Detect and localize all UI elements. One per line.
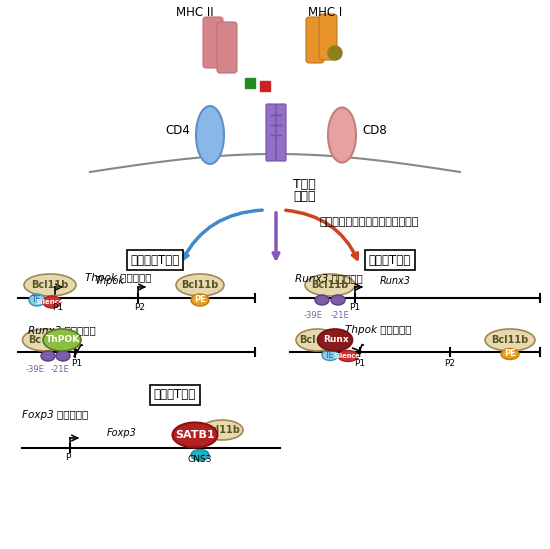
Text: Foxp3: Foxp3	[107, 428, 137, 438]
Text: Bc: Bc	[29, 335, 42, 345]
Ellipse shape	[315, 295, 329, 305]
Ellipse shape	[317, 329, 353, 351]
Ellipse shape	[23, 329, 68, 351]
Text: Silencer: Silencer	[333, 353, 363, 359]
Text: P1: P1	[52, 304, 64, 312]
Ellipse shape	[305, 274, 355, 296]
Text: ポジティブセレクションシグナル: ポジティブセレクションシグナル	[320, 217, 419, 227]
Text: -39E: -39E	[25, 366, 45, 374]
Ellipse shape	[328, 108, 356, 163]
Ellipse shape	[24, 274, 76, 296]
Text: Thpok: Thpok	[95, 276, 125, 286]
Text: CD8: CD8	[362, 124, 387, 137]
Text: Bcl11b: Bcl11b	[182, 280, 219, 290]
Ellipse shape	[338, 350, 358, 361]
Text: TE: TE	[325, 350, 335, 360]
Text: P2: P2	[135, 304, 146, 312]
Ellipse shape	[191, 450, 209, 461]
Text: cl11b: cl11b	[211, 425, 241, 435]
Text: Bcl: Bcl	[299, 335, 315, 345]
Text: P1: P1	[72, 358, 82, 367]
Text: 制御性T細胞: 制御性T細胞	[154, 389, 196, 401]
Text: -21E: -21E	[51, 366, 69, 374]
Ellipse shape	[29, 294, 45, 306]
Ellipse shape	[485, 329, 535, 351]
Text: Foxp3 遺伝子領域: Foxp3 遺伝子領域	[22, 410, 88, 420]
Text: Thpok 遺伝子領域: Thpok 遺伝子領域	[85, 273, 151, 283]
Text: キラーT細胞: キラーT細胞	[369, 254, 411, 266]
FancyBboxPatch shape	[217, 22, 237, 73]
Text: ThPOK: ThPOK	[46, 335, 80, 345]
Text: Bcl11b: Bcl11b	[31, 280, 69, 290]
Text: Runx: Runx	[323, 335, 349, 345]
Ellipse shape	[196, 106, 224, 164]
Text: P1: P1	[349, 304, 361, 312]
Text: SATB1: SATB1	[175, 430, 215, 440]
Text: PE: PE	[194, 295, 206, 305]
Text: MHC II: MHC II	[176, 5, 214, 19]
Ellipse shape	[43, 296, 61, 308]
Text: ヘルパーT細胞: ヘルパーT細胞	[130, 254, 180, 266]
Ellipse shape	[41, 351, 55, 361]
Ellipse shape	[331, 295, 345, 305]
Ellipse shape	[176, 274, 224, 296]
Text: TE: TE	[32, 295, 42, 305]
Text: -39E: -39E	[304, 311, 322, 320]
Text: Bcl11b: Bcl11b	[491, 335, 529, 345]
FancyBboxPatch shape	[203, 17, 223, 68]
Text: Silencer: Silencer	[36, 299, 68, 305]
Text: P: P	[65, 453, 71, 462]
Text: Thpok 遺伝子領域: Thpok 遺伝子領域	[345, 325, 411, 335]
FancyBboxPatch shape	[306, 17, 324, 63]
Text: CNS3: CNS3	[188, 456, 212, 464]
Text: P2: P2	[444, 358, 455, 367]
Ellipse shape	[201, 420, 243, 440]
Ellipse shape	[173, 423, 217, 447]
Text: P1: P1	[354, 358, 366, 367]
Circle shape	[328, 46, 342, 60]
Ellipse shape	[43, 329, 81, 351]
Text: 受容体: 受容体	[293, 191, 316, 204]
Ellipse shape	[191, 294, 209, 306]
Text: Bcl11b: Bcl11b	[311, 280, 349, 290]
Ellipse shape	[322, 350, 338, 361]
Text: Runx3: Runx3	[380, 276, 411, 286]
Ellipse shape	[56, 351, 70, 361]
FancyBboxPatch shape	[266, 104, 276, 161]
Ellipse shape	[501, 349, 519, 360]
Bar	[260, 81, 270, 91]
Text: T細胞: T細胞	[293, 178, 316, 192]
Ellipse shape	[296, 329, 338, 351]
Text: PE: PE	[504, 350, 516, 358]
Text: MHC I: MHC I	[308, 5, 342, 19]
Bar	[245, 78, 255, 88]
Text: -21E: -21E	[331, 311, 349, 320]
FancyBboxPatch shape	[319, 14, 337, 60]
Text: Runx3 遺伝子領域: Runx3 遺伝子領域	[295, 273, 363, 283]
Text: CD4: CD4	[166, 124, 190, 137]
Text: Runx3 遺伝子領域: Runx3 遺伝子領域	[28, 325, 96, 335]
FancyBboxPatch shape	[276, 104, 286, 161]
